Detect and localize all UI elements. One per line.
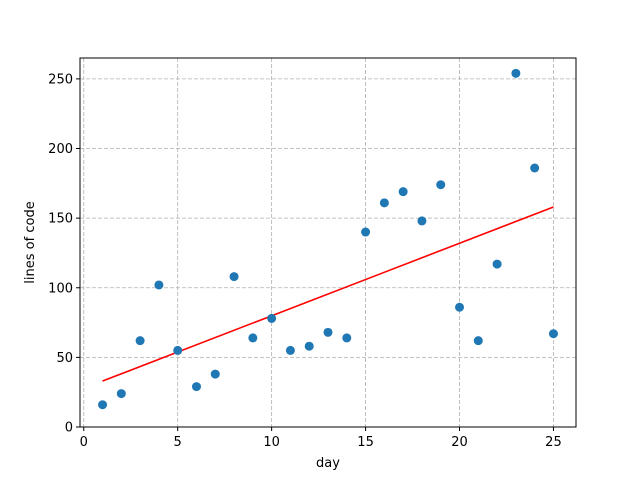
y-tick-label: 100 <box>48 281 73 296</box>
data-point <box>98 400 108 410</box>
data-point <box>267 313 277 323</box>
x-tick-label: 20 <box>451 435 468 450</box>
data-points <box>98 68 558 410</box>
data-point <box>173 345 183 355</box>
x-tick-label: 15 <box>357 435 374 450</box>
data-point <box>455 302 465 312</box>
y-tick-label: 200 <box>48 142 73 157</box>
data-point <box>248 333 258 343</box>
data-point <box>379 198 389 208</box>
x-tick-label: 25 <box>545 435 562 450</box>
y-tick-label: 50 <box>56 351 73 366</box>
plot-frame <box>79 57 577 428</box>
x-tick-label: 0 <box>80 435 88 450</box>
data-point <box>417 216 427 226</box>
y-axis-ticks: 0 50 100 150 200 250 <box>48 72 80 436</box>
x-axis-label: day <box>316 456 340 471</box>
y-tick-label: 250 <box>48 72 73 87</box>
data-point <box>285 345 295 355</box>
y-tick-label: 150 <box>48 212 73 227</box>
data-point <box>323 327 333 337</box>
data-point <box>548 329 558 339</box>
data-point <box>304 341 314 351</box>
y-tick-label: 0 <box>65 421 73 436</box>
data-point <box>361 227 371 237</box>
data-point <box>511 68 521 78</box>
x-axis-ticks: 0 5 10 15 20 25 <box>80 427 562 450</box>
x-tick-label: 5 <box>174 435 182 450</box>
data-point <box>154 280 164 290</box>
data-point <box>116 389 126 399</box>
data-point <box>398 187 408 197</box>
data-point <box>135 336 145 346</box>
data-point <box>436 180 446 190</box>
y-axis-label: lines of code <box>23 201 38 283</box>
data-point <box>492 259 502 269</box>
data-point <box>342 333 352 343</box>
data-point <box>530 163 540 173</box>
data-point <box>229 272 239 282</box>
data-point <box>473 336 483 346</box>
data-point <box>191 382 201 392</box>
data-point <box>210 369 220 379</box>
x-tick-label: 10 <box>263 435 280 450</box>
